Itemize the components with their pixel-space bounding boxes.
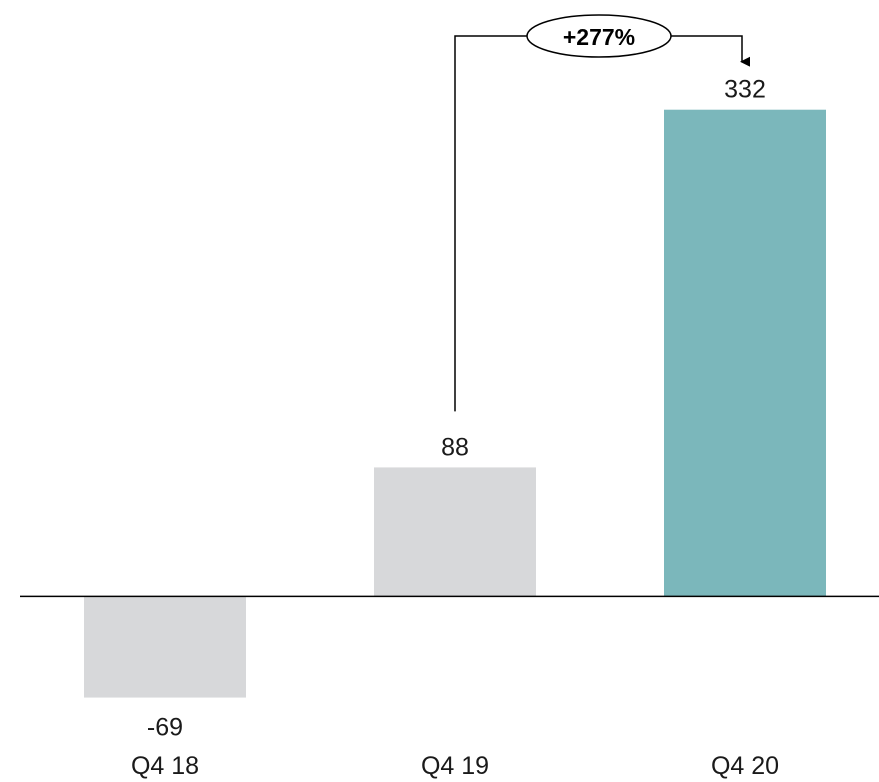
labels-layer: -69 Q4 18 88 Q4 19 332 Q4 20 bbox=[131, 76, 779, 780]
bar-q4-19 bbox=[374, 467, 536, 597]
category-label-q4-19: Q4 19 bbox=[421, 752, 489, 780]
growth-annotation: +277% bbox=[454, 14, 750, 412]
value-label-q4-18: -69 bbox=[147, 714, 183, 742]
value-label-q4-19: 88 bbox=[441, 433, 469, 461]
growth-badge-label: +277% bbox=[563, 24, 635, 50]
growth-badge bbox=[526, 14, 672, 58]
bar-q4-18 bbox=[84, 596, 246, 698]
category-label-q4-18: Q4 18 bbox=[131, 752, 199, 780]
value-label-q4-20: 332 bbox=[724, 76, 766, 104]
category-label-q4-20: Q4 20 bbox=[711, 752, 779, 780]
bar-q4-20 bbox=[664, 109, 826, 597]
bars-layer bbox=[84, 109, 826, 698]
